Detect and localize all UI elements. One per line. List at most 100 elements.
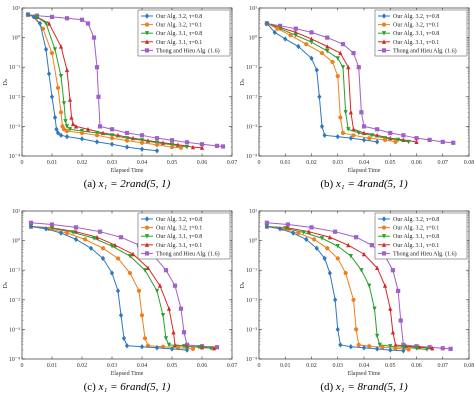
data-point	[67, 127, 73, 132]
legend-marker	[381, 234, 387, 239]
data-point	[79, 17, 85, 22]
data-point	[333, 297, 338, 303]
y-tick-label: 10¹	[249, 209, 257, 215]
data-point	[285, 222, 290, 227]
x-tick-label: 0.03	[333, 160, 344, 166]
data-point	[70, 121, 76, 127]
data-point	[314, 67, 319, 73]
data-point	[190, 346, 196, 351]
data-point	[181, 344, 187, 349]
data-point	[340, 65, 346, 70]
legend-marker	[144, 48, 150, 53]
data-point	[361, 345, 367, 351]
data-point	[322, 255, 327, 262]
data-point	[169, 142, 175, 148]
data-point	[375, 333, 380, 339]
y-tick-label: 10⁰	[249, 238, 258, 245]
data-point	[359, 110, 364, 115]
data-point	[49, 94, 55, 100]
legend-item: Our Alg. 3.2, τ=0.8	[141, 13, 202, 20]
legend-marker	[144, 31, 150, 36]
data-point	[96, 94, 101, 99]
data-point	[272, 29, 277, 36]
data-point	[130, 251, 136, 257]
data-point	[97, 124, 103, 129]
data-point	[427, 345, 432, 350]
data-point	[109, 127, 115, 132]
data-point	[127, 253, 133, 259]
legend: Our Alg. 3.2, τ=0.8 Our Alg. 3.2, τ=0.1 Ou…	[137, 9, 231, 57]
data-point	[398, 318, 403, 323]
series-line	[30, 225, 194, 350]
y-tick-label: 10¹	[12, 209, 20, 215]
y-tick-label: 10⁻⁴	[9, 357, 20, 363]
data-point	[64, 133, 70, 140]
data-point	[343, 270, 348, 276]
legend-box	[137, 212, 231, 260]
legend-marker	[381, 13, 387, 19]
data-point	[64, 67, 70, 73]
chart-panel-1: 0 0.01 0.02 0.03 0.04 0.05 0.06 0.07 10⁻⁴ 10⁻³ 10⁻…	[3, 6, 237, 190]
legend-label: Our Alg. 3.1, τ=0.1	[393, 243, 439, 249]
y-tick-label: 10⁻³	[246, 124, 257, 130]
data-point	[94, 133, 100, 138]
data-point	[304, 236, 309, 243]
legend-label: Our Alg. 3.1, τ=0.8	[156, 31, 202, 37]
x-tick-label: 0.01	[280, 160, 291, 166]
x-tick-label: 0.05	[167, 363, 178, 369]
x-axis-label: Elapsed Time	[111, 168, 144, 174]
data-point	[356, 130, 361, 136]
legend-item: Our Alg. 3.2, τ=0.1	[378, 225, 439, 232]
data-point	[154, 142, 160, 147]
data-point	[361, 251, 367, 257]
data-point	[393, 346, 398, 351]
data-point	[49, 14, 55, 20]
data-point	[388, 347, 393, 353]
data-point	[64, 128, 70, 134]
legend-item: Our Alg. 3.2, τ=0.8	[378, 216, 439, 223]
data-point	[351, 297, 356, 302]
x-tick-label: 0.03	[333, 363, 344, 369]
x-tick-label: 0.08	[464, 363, 474, 369]
y-axis-label: Dₙ	[3, 78, 9, 85]
data-point	[94, 139, 100, 145]
data-point	[309, 55, 314, 61]
x-tick-label: 0.06	[411, 363, 422, 369]
data-point	[58, 110, 64, 115]
x-tick-label: 0.04	[137, 160, 148, 166]
legend-item: Our Alg. 3.2, τ=0.8	[378, 13, 439, 20]
data-point	[361, 137, 367, 143]
data-point	[388, 130, 393, 136]
data-point	[34, 14, 40, 20]
data-point	[109, 136, 115, 141]
x-tick-label: 0.02	[77, 160, 88, 166]
data-point	[43, 21, 49, 26]
caption-label: (a)	[84, 178, 99, 190]
x-tick-label: 0.04	[137, 363, 148, 369]
data-point	[451, 140, 456, 145]
y-tick-label: 10⁰	[12, 35, 21, 42]
data-point	[396, 137, 401, 143]
data-point	[291, 230, 296, 236]
data-point	[124, 130, 130, 136]
legend-item: Our Alg. 3.1, τ=0.8	[141, 234, 202, 240]
data-point	[335, 326, 340, 333]
data-point	[346, 64, 351, 70]
series-3	[28, 224, 214, 351]
legend-label: Our Alg. 3.1, τ=0.8	[156, 234, 202, 240]
data-point	[37, 20, 43, 27]
data-point	[348, 109, 353, 115]
legend-label: Our Alg. 3.2, τ=0.1	[156, 226, 202, 232]
data-point	[325, 44, 330, 49]
data-point	[325, 35, 330, 40]
x-tick-label: 0.02	[306, 160, 317, 166]
data-point	[401, 345, 406, 350]
caption-label: (b)	[320, 178, 336, 190]
data-point	[64, 124, 70, 129]
data-point	[388, 306, 393, 311]
caption-equation: x₁ = 2rand(5, 1)	[98, 178, 171, 190]
legend-label: Our Alg. 3.2, τ=0.1	[156, 23, 202, 29]
x-tick-label: 0.05	[385, 160, 396, 166]
data-point	[166, 342, 172, 348]
x-tick-label: 0	[258, 363, 261, 369]
